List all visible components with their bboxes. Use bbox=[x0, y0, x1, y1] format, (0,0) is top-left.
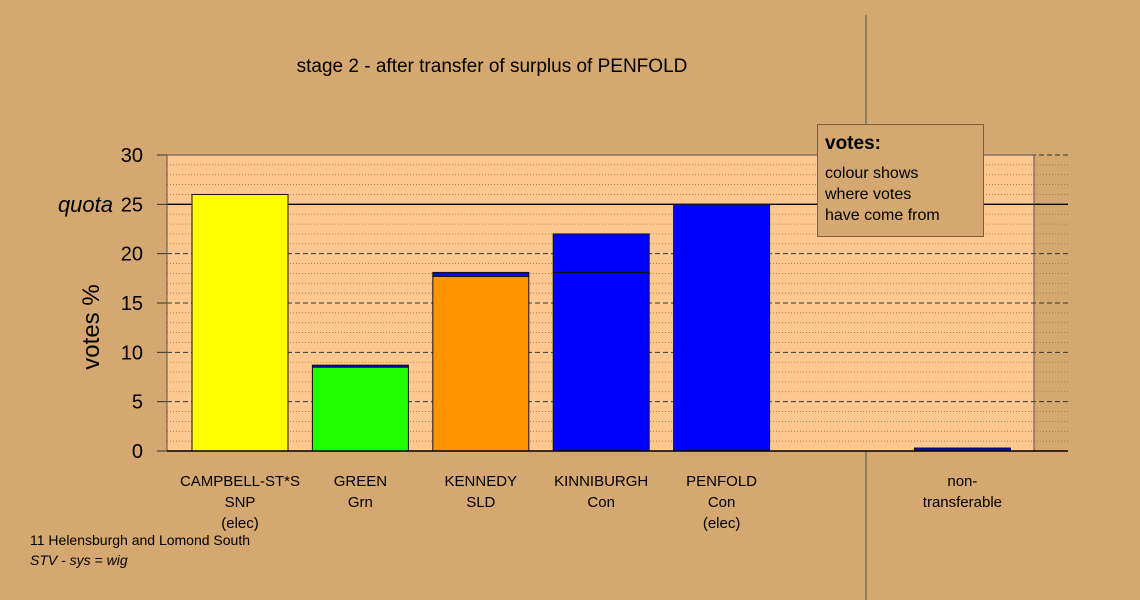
legend-line: have come from bbox=[825, 207, 940, 224]
bar-segment bbox=[311, 364, 409, 368]
x-tick-label: non- bbox=[947, 473, 977, 490]
constituency-label: 11 Helensburgh and Lomond South bbox=[30, 532, 251, 548]
x-tick-label: SLD bbox=[466, 494, 495, 511]
y-tick-label: 0 bbox=[132, 441, 143, 463]
x-tick-label: KINNIBURGH bbox=[554, 473, 648, 490]
y-tick-label: 10 bbox=[121, 342, 143, 364]
bar-segment bbox=[311, 366, 409, 452]
legend: votes: colour shows where votes have com… bbox=[817, 124, 984, 237]
x-tick-label: Con bbox=[587, 494, 615, 511]
x-tick-label: CAMPBELL-ST*S bbox=[180, 473, 300, 490]
y-tick-label: 30 bbox=[121, 145, 143, 167]
x-tick-label: Con bbox=[708, 494, 736, 511]
x-tick-label: GREEN bbox=[334, 473, 387, 490]
x-tick-label: KENNEDY bbox=[445, 473, 518, 490]
legend-line: colour shows bbox=[825, 165, 919, 182]
y-tick-label: 5 bbox=[132, 392, 143, 414]
bar-segment bbox=[432, 271, 530, 277]
system-label: STV - sys = wig bbox=[30, 552, 128, 568]
bar-segment bbox=[673, 203, 771, 452]
x-tick-label: SNP bbox=[225, 494, 256, 511]
y-axis-label: votes % bbox=[78, 284, 105, 369]
bar-segment bbox=[432, 275, 530, 452]
legend-line: where votes bbox=[825, 186, 912, 203]
bar-segment bbox=[552, 233, 650, 273]
bar-segment bbox=[552, 271, 650, 452]
quota-label: quota bbox=[58, 192, 113, 217]
y-tick-label: 15 bbox=[121, 293, 143, 315]
legend-title: votes: bbox=[825, 133, 881, 154]
x-tick-label: (elec) bbox=[703, 515, 741, 532]
x-tick-label: transferable bbox=[923, 494, 1002, 511]
x-tick-label: PENFOLD bbox=[686, 473, 757, 490]
y-tick-label: 25 bbox=[121, 194, 143, 216]
y-tick-label: 20 bbox=[121, 244, 143, 266]
bar-segment bbox=[191, 193, 289, 452]
x-tick-label: (elec) bbox=[221, 515, 259, 532]
x-tick-label: Grn bbox=[348, 494, 373, 511]
chart-title: stage 2 - after transfer of surplus of P… bbox=[297, 56, 688, 77]
